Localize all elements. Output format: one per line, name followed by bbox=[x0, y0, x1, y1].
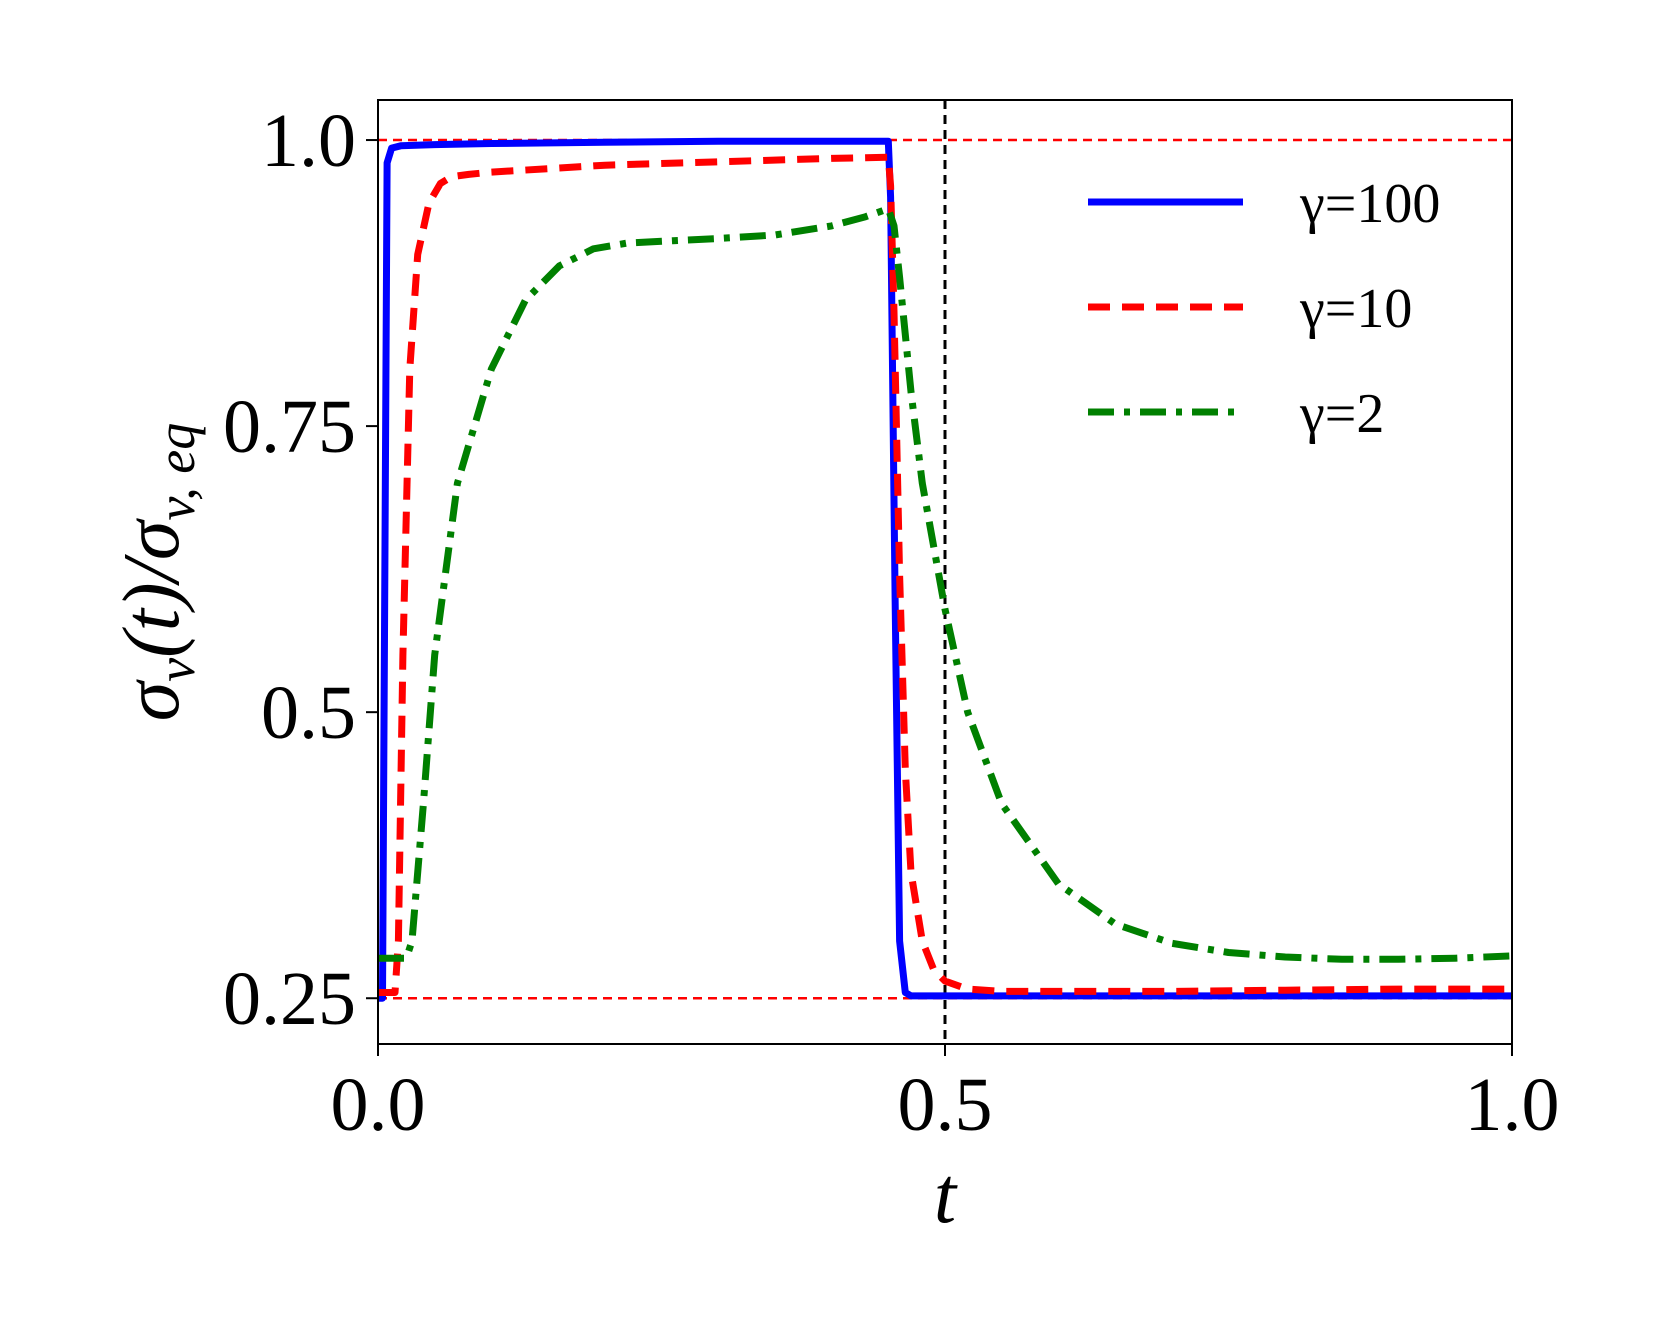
axis-ticks: 0.0 0.5 1.0 0.25 0.5 0.75 1.0 bbox=[223, 99, 1560, 1147]
y-tick-label: 0.5 bbox=[261, 671, 356, 755]
series-line-1 bbox=[378, 153, 1512, 996]
reference-lines bbox=[378, 100, 1512, 1044]
x-tick-label: 0.0 bbox=[331, 1063, 426, 1147]
x-axis-label: t bbox=[934, 1152, 958, 1240]
y-label-denom-sub: v, eq bbox=[146, 423, 206, 521]
legend-label-1: γ=10 bbox=[1299, 278, 1412, 340]
legend: γ=100 γ=10 γ=2 bbox=[1088, 173, 1440, 445]
x-tick-label: 1.0 bbox=[1465, 1063, 1560, 1147]
y-tick-label: 1.0 bbox=[261, 99, 356, 183]
y-label-base: σ bbox=[108, 679, 196, 721]
series-line-2 bbox=[378, 205, 1512, 963]
y-tick-label: 0.75 bbox=[223, 385, 356, 469]
legend-label-2: γ=2 bbox=[1299, 383, 1384, 445]
y-axis-label: σv(t)/σv, eq bbox=[108, 423, 206, 722]
x-tick-label: 0.5 bbox=[898, 1063, 993, 1147]
svg-text:σv(t)/σv, eq: σv(t)/σv, eq bbox=[108, 423, 206, 722]
y-label-base-sub: v bbox=[146, 658, 206, 682]
legend-label-0: γ=100 bbox=[1299, 173, 1440, 235]
y-label-paren: (t)/σ bbox=[108, 518, 196, 658]
y-tick-label: 0.25 bbox=[223, 957, 356, 1041]
series-layer bbox=[378, 137, 1512, 1002]
